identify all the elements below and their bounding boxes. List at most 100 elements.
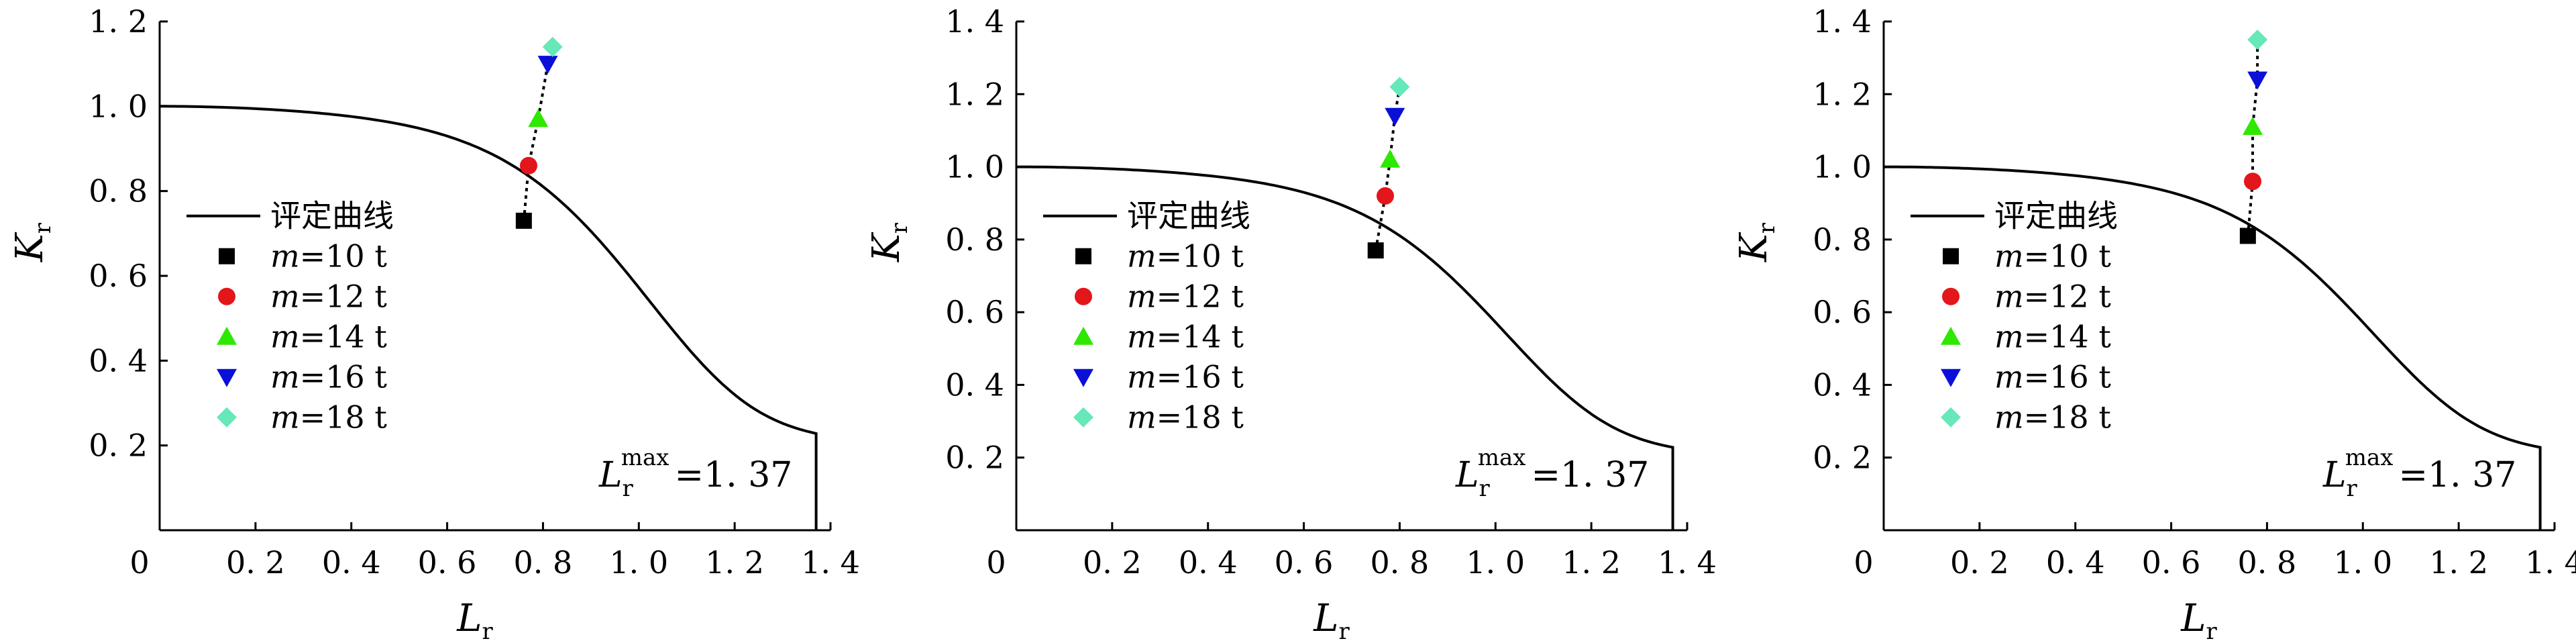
data-point-m14 <box>528 109 549 128</box>
x-tick-label: 1. 4 <box>1658 544 1717 581</box>
legend-value: =12 t <box>300 279 388 315</box>
x-tick-label: 1. 4 <box>801 544 860 581</box>
x-axis-label-main: L <box>2180 597 2206 640</box>
legend-var: m <box>270 399 300 436</box>
y-tick-label: 1. 0 <box>1813 149 1872 185</box>
chart-panel-2: 0 0. 2 0. 4 0. 6 0. 8 1. 0 1. 2 1. 4 0. 2 0. 4 0. … <box>865 3 1717 643</box>
y-axis-label-sub: r <box>886 222 913 234</box>
legend-label-curve: 评定曲线 <box>270 198 394 234</box>
legend-label-curve: 评定曲线 <box>1994 198 2118 234</box>
x-axis-label-sub: r <box>2206 618 2217 640</box>
data-point-m18 <box>542 36 563 57</box>
assessment-curve <box>1884 165 2542 530</box>
x-tick-label: 0. 4 <box>322 544 381 581</box>
legend-label: m=18 t <box>1994 399 2111 436</box>
x-tick-label: 1. 0 <box>609 544 668 581</box>
y-tick-label: 0. 2 <box>1813 440 1872 476</box>
x-tick-label: 0. 4 <box>2046 544 2105 581</box>
legend-var: m <box>1994 399 2024 436</box>
y-tick-label: 0. 8 <box>89 173 148 209</box>
x-tick-label: 0 <box>1854 544 1873 581</box>
x-tick-label: 0. 6 <box>2142 544 2201 581</box>
legend-label: m=16 t <box>1994 359 2111 395</box>
legend-label: m=16 t <box>270 359 387 395</box>
legend-value: =14 t <box>300 319 388 355</box>
annotation-sup: max <box>2345 444 2394 471</box>
legend-value: =18 t <box>1157 399 1244 436</box>
lr-max-annotation: Lr max =1. 37 <box>598 444 792 502</box>
y-tick-label: 0. 4 <box>1813 366 1872 403</box>
x-tick-label: 0. 8 <box>514 544 573 581</box>
y-tick-label: 0. 6 <box>89 258 148 294</box>
legend-value: =10 t <box>300 238 388 275</box>
legend-label-curve: 评定曲线 <box>1127 198 1250 234</box>
x-tick-label: 1. 0 <box>1466 544 1525 581</box>
annotation-value: =1. 37 <box>1531 455 1649 495</box>
points-trend-line <box>2246 40 2259 236</box>
y-tick-label: 1. 4 <box>945 3 1004 40</box>
legend-marker-square <box>1943 248 1959 264</box>
legend-value: =12 t <box>2024 279 2112 315</box>
data-point-m10 <box>1367 242 1384 259</box>
x-tick-label: 1. 0 <box>2333 544 2392 581</box>
legend-value: =16 t <box>300 359 388 395</box>
chart-panel-1: 0 0. 2 0. 4 0. 6 0. 8 1. 0 1. 2 1. 4 0. 2 0. 4 0. … <box>8 3 860 643</box>
data-point-m14 <box>2243 117 2263 136</box>
data-point-m18 <box>2247 30 2268 50</box>
legend-marker-square <box>1075 248 1091 264</box>
data-point-m16 <box>2247 71 2268 90</box>
legend-label: m=14 t <box>1127 319 1244 355</box>
x-tick-label: 0 <box>129 544 149 581</box>
assessment-curve <box>160 105 818 530</box>
legend-marker-triangle-down <box>1941 368 1961 387</box>
x-axis-label: Lr <box>456 597 493 640</box>
legend-marker-triangle-up <box>1941 326 1961 345</box>
lr-max-annotation: Lr max =1. 37 <box>1455 444 1649 502</box>
legend-var: m <box>1127 238 1157 275</box>
legend-marker-diamond <box>217 407 237 428</box>
y-axis-label-main: K <box>865 232 908 262</box>
y-tick-label: 0. 2 <box>945 440 1004 476</box>
legend-marker-circle <box>1075 287 1092 305</box>
legend-var: m <box>270 238 300 275</box>
legend-marker-diamond <box>1073 407 1093 428</box>
legend-var: m <box>1127 279 1157 315</box>
data-point-m12 <box>2244 172 2261 191</box>
annotation-main: L <box>598 455 623 495</box>
y-tick-label: 1. 2 <box>1813 76 1872 112</box>
annotation-sub: r <box>623 475 634 502</box>
legend-value: =10 t <box>2024 238 2112 275</box>
y-tick-label: 0. 4 <box>945 366 1004 403</box>
y-tick-label: 0. 8 <box>945 221 1004 258</box>
legend-marker-square <box>219 248 235 264</box>
y-tick-label: 1. 2 <box>89 3 148 40</box>
x-tick-label: 0. 6 <box>1275 544 1334 581</box>
x-axis-label-main: L <box>456 597 482 640</box>
data-point-m12 <box>520 156 537 175</box>
legend-value: =10 t <box>1157 238 1244 275</box>
legend-var: m <box>1994 319 2024 355</box>
legend-value: =16 t <box>2024 359 2112 395</box>
legend-var: m <box>270 359 300 395</box>
legend-label: m=14 t <box>270 319 387 355</box>
legend-var: m <box>1994 359 2024 395</box>
y-axis-label: Kr <box>1732 222 1780 262</box>
x-axis-label: Lr <box>2180 597 2217 640</box>
legend-label: m=16 t <box>1127 359 1244 395</box>
legend-label: m=10 t <box>1127 238 1244 275</box>
annotation-main: L <box>1455 455 1479 495</box>
y-axis-label-main: K <box>8 232 52 262</box>
lr-max-annotation: Lr max =1. 37 <box>2322 444 2516 502</box>
legend-label: m=10 t <box>1994 238 2111 275</box>
legend-var: m <box>1127 399 1157 436</box>
x-tick-label: 0. 2 <box>1083 544 1142 581</box>
legend-var: m <box>1994 279 2024 315</box>
legend-label: m=18 t <box>270 399 387 436</box>
x-tick-label: 1. 2 <box>1562 544 1621 581</box>
legend-var: m <box>1127 319 1157 355</box>
annotation-sup: max <box>621 444 669 471</box>
